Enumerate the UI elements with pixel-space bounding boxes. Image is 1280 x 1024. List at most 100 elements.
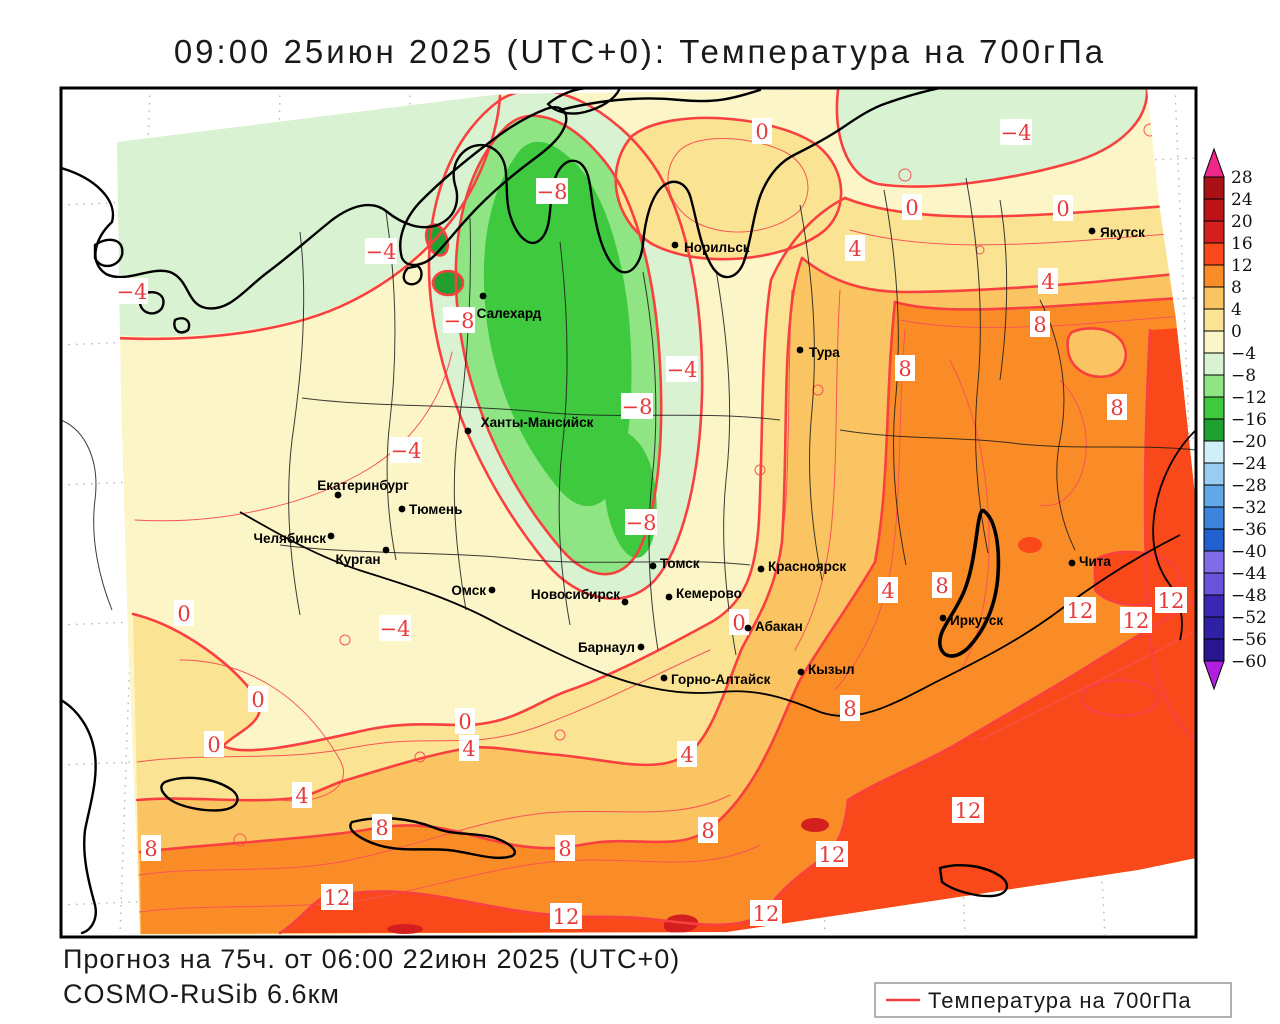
contour-label: 4 [292,782,312,808]
colorbar-cell [1203,242,1225,266]
contour-label-text: −8 [537,180,568,204]
colorbar-cell [1203,594,1225,618]
lake-baikal [938,508,1001,658]
contour-label: 8 [372,814,392,840]
contour-label: 0 [455,708,475,734]
contour-label-bg [1120,607,1152,633]
city-label: Томск [660,556,700,571]
contour-label-text: 12 [955,799,982,823]
contour-label-bg [455,708,475,734]
contour-label-bg [536,178,568,204]
contour-label-text: 0 [207,733,220,757]
city-label: Кызыл [808,662,855,677]
city-label: Тура [809,345,840,360]
contour-label: 0 [248,686,268,712]
contour-label-text: −4 [391,439,422,463]
contour-label-text: 8 [1110,396,1123,420]
legend-frame [874,982,1232,1018]
contour-label-bg [729,609,749,635]
contour-label-bg [248,686,268,712]
contour-label: 8 [555,835,575,861]
city-label: Норильск [684,240,750,255]
map-frame [59,86,1198,939]
novaya-zemlya-coast [399,106,568,267]
city-dot [382,546,390,554]
city-marker: Омск [451,583,496,598]
contour-label: 0 [1053,195,1073,221]
contour-labels: −4 −8 −4 −8 0 −4 0 0 4 4 8 −4 −8 8 8 −4 −8 −4 0 0 0 0 4 4 8 8 8 12 1… [116,118,1187,929]
city-label: Чита [1079,554,1111,569]
colorbar-cell [1203,374,1225,398]
contour-label: 12 [1120,607,1152,633]
contour-label-bg [952,797,984,823]
contour-label-text: 0 [755,120,768,144]
city-dot [637,643,645,651]
contour-label: 8 [1107,394,1127,420]
admin-borders [62,177,1195,717]
colorbar-tick: 12 [1231,256,1253,276]
contour-label: 4 [878,577,898,603]
city-marker: Иркутск [939,613,1003,628]
contour-label-text: 0 [177,602,190,626]
contour-label: 0 [729,609,749,635]
contour-label: 8 [141,835,161,861]
contour-label-bg [902,194,922,220]
zone-16-20 [387,924,423,934]
model-info: COSMO-RuSib 6.6км [63,979,340,1009]
colorbar-cell [1203,330,1225,354]
contour-label-text: −8 [444,309,475,333]
contour-label: −4 [1000,119,1032,145]
city-dot [757,565,765,573]
contour-label-bg [1053,195,1073,221]
contour-label-text: 4 [680,743,693,767]
colorbar-cell [1203,198,1225,222]
colorbar-tick: −32 [1231,498,1267,518]
contour-label-text: −4 [366,240,397,264]
zone-minus8-minus4 [836,88,1148,185]
contour-label-text: 0 [251,688,264,712]
city-label: Омск [451,583,486,598]
contour-label-bg [204,731,224,757]
city-label: Ханты-Мансийск [481,415,594,430]
city-label: Курган [335,552,380,567]
contour-label: −8 [625,509,657,535]
colorbar-tick: −52 [1231,608,1267,628]
city-label: Новосибирск [531,587,620,602]
city-marker: Новосибирск [531,587,629,606]
city-marker: Томск [649,556,700,571]
contour-label-text: 4 [881,579,894,603]
colorbar-cell [1203,550,1225,574]
contour-label-bg [443,307,475,333]
city-marker: Кызыл [797,662,855,677]
city-label: Тюмень [409,502,462,517]
city-dot [327,532,335,540]
colorbar-cell [1203,484,1225,508]
contour-label: −4 [379,615,411,641]
contour-label: 12 [952,797,984,823]
city-marker: Горно-Алтайск [660,672,771,687]
contour-label: 8 [1030,311,1050,337]
city-label: Кемерово [676,586,742,601]
contour-label-text: 4 [295,784,308,808]
colorbar-tick: −48 [1231,586,1267,606]
city-label: Абакан [755,619,803,634]
city-dot [665,593,673,601]
city-dot [939,614,947,622]
colorbar-cell [1203,638,1225,662]
contour-label-text: 8 [1033,313,1046,337]
city-marker: Екатеринбург [317,478,409,499]
legend-box: Температура на 700гПа [874,982,1232,1018]
contour-label-bg [932,572,952,598]
city-dot [649,562,657,570]
contour-label: 12 [321,884,353,910]
city-dot [1088,227,1096,235]
city-marker: Красноярск [757,559,846,574]
contour-label-text: 12 [324,886,351,910]
city-dot [660,674,668,682]
city-label: Якутск [1100,225,1145,240]
contour-label-bg [621,393,653,419]
city-label: Горно-Алтайск [671,672,771,687]
contour-label: 0 [752,118,772,144]
contour-label-text: −8 [626,511,657,535]
city-dot [1068,559,1076,567]
